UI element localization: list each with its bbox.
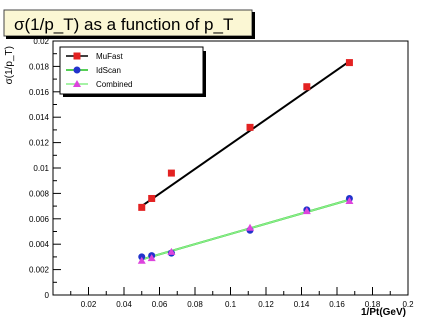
fit-line: [141, 199, 350, 261]
data-point: [167, 169, 175, 177]
data-point: [148, 194, 156, 202]
y-axis-label: σ(1/p_T): [4, 46, 15, 84]
y-tick-label: 0: [45, 291, 50, 300]
legend-label: Combined: [96, 80, 132, 89]
legend-marker: [73, 52, 81, 60]
x-tick-label: 0.2: [402, 300, 414, 309]
x-tick-label: 0.18: [365, 300, 381, 309]
data-point: [137, 256, 146, 264]
data-point: [246, 223, 255, 231]
legend-shadow-right: [203, 51, 206, 97]
title-box-background: [3, 9, 253, 37]
y-tick-label: 0.004: [29, 240, 50, 249]
data-point: [147, 254, 156, 262]
legend-marker: [73, 80, 81, 87]
data-point: [246, 123, 254, 131]
x-tick-label: 0.14: [294, 300, 310, 309]
data-point: [303, 83, 311, 91]
data-point: [138, 203, 146, 211]
legend-label: MuFast: [96, 52, 123, 61]
data-point: [345, 197, 354, 205]
x-tick-label: 0.02: [81, 300, 97, 309]
data-point: [345, 59, 353, 67]
fit-line: [141, 60, 350, 207]
data-point: [302, 207, 311, 215]
title-box-shadow-right: [252, 12, 255, 38]
y-tick-label: 0.002: [29, 266, 50, 275]
legend-shadow-bottom: [63, 94, 206, 97]
data-points: [137, 59, 354, 264]
y-tick-label: 0.012: [29, 139, 50, 148]
title-box-shadow-bottom: [6, 36, 255, 39]
legend-label: IdScan: [96, 66, 121, 75]
y-tick-label: 0.006: [29, 215, 50, 224]
x-tick-label: 0.16: [329, 300, 345, 309]
chart-title: σ(1/p_T) as a function of p_T: [14, 15, 233, 34]
fit-lines: [141, 60, 350, 261]
x-tick-label: 0.1: [225, 300, 237, 309]
y-tick-label: 0.016: [29, 88, 50, 97]
legend-items: MuFast IdScan Combined: [66, 52, 132, 89]
x-axis-ticks: 0.02 0.04 0.06 0.08 0.1 0.12 0.14 0.16 0.18 0.2: [52, 287, 414, 309]
legend-marker: [73, 66, 81, 74]
data-point: [167, 247, 176, 255]
y-tick-label: 0.008: [29, 189, 50, 198]
x-tick-label: 0.04: [116, 300, 132, 309]
y-tick-label: 0.018: [29, 62, 50, 71]
y-tick-label: 0.01: [33, 164, 49, 173]
y-tick-label: 0.014: [29, 113, 50, 122]
y-tick-label: 0.02: [33, 37, 49, 46]
title-box: σ(1/p_T) as a function of p_T: [3, 9, 255, 39]
x-tick-label: 0.08: [187, 300, 203, 309]
x-axis-label: 1/Pt(GeV): [361, 307, 406, 318]
x-tick-label: 0.12: [258, 300, 274, 309]
x-tick-label: 0.06: [152, 300, 168, 309]
legend: MuFast IdScan Combined: [59, 46, 206, 97]
